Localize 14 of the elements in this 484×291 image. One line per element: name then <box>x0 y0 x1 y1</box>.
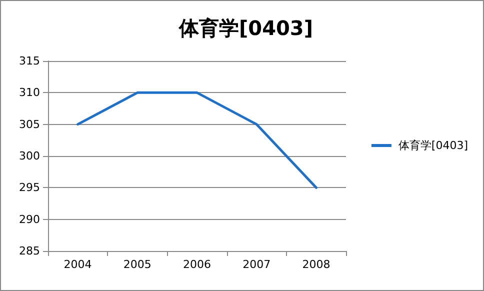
legend-label: 体育学[0403] <box>398 139 468 152</box>
x-tick-label: 2006 <box>183 258 211 271</box>
y-tick-label: 295 <box>19 181 40 194</box>
x-tick-label: 2004 <box>64 258 92 271</box>
y-tick-label: 300 <box>19 150 40 162</box>
x-tick-label: 2005 <box>123 258 152 271</box>
chart-title: 体育学[0403] <box>178 16 313 40</box>
y-tick-label: 305 <box>19 118 40 131</box>
y-tick-label: 310 <box>19 86 40 100</box>
y-tick-label: 290 <box>19 212 40 226</box>
y-tick-label: 285 <box>19 244 40 258</box>
y-tick-label: 315 <box>19 54 40 68</box>
x-tick-label: 2007 <box>242 258 271 271</box>
x-tick-label: 2008 <box>302 258 330 271</box>
